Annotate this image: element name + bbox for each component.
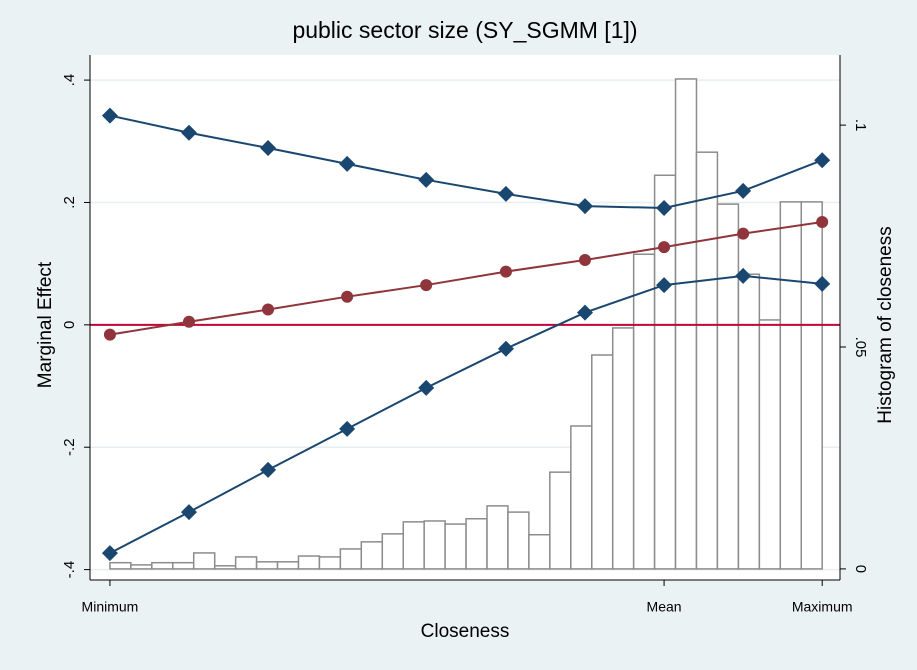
histogram-bar [779, 201, 803, 570]
histogram-bar [632, 253, 656, 570]
histogram-bar [109, 561, 132, 570]
histogram-bar [549, 471, 572, 570]
x-tick-label: Minimum [82, 599, 139, 615]
marker [814, 275, 831, 292]
y2-axis-title: Histogram of closeness [875, 226, 896, 423]
histogram-bar [507, 511, 530, 570]
marker [341, 290, 354, 303]
marker [577, 304, 594, 321]
histogram-bar [234, 556, 258, 570]
marker [658, 241, 671, 254]
histogram-bar [318, 556, 342, 570]
marker [735, 267, 752, 284]
histogram-bar [276, 561, 300, 570]
y2-tick-label: .05 [852, 337, 869, 358]
marker [420, 279, 433, 292]
histogram-bar [716, 203, 740, 570]
y-tick-label: 0 [61, 321, 78, 329]
chart-title: public sector size (SY_SGMM [1]) [292, 17, 637, 43]
x-tick-label: Mean [647, 599, 682, 615]
series-line [109, 274, 823, 554]
histogram-bar [737, 273, 761, 570]
marker [497, 340, 514, 357]
x-tick-label: Maximum [792, 599, 853, 615]
histogram-bar [255, 561, 279, 570]
marker [497, 185, 514, 202]
histogram-bar [800, 201, 823, 570]
marker [735, 182, 752, 199]
histogram-bar [444, 523, 467, 570]
histogram-bar [402, 521, 425, 570]
marker [339, 155, 356, 172]
histogram-bar [611, 327, 635, 570]
histogram-bar [695, 151, 719, 570]
marker [260, 140, 277, 157]
y-tick-label: .2 [61, 196, 78, 209]
histogram-bar [151, 561, 174, 570]
histogram-bar [758, 319, 782, 570]
series-line [109, 114, 823, 209]
histogram-bar [653, 174, 677, 570]
y-axis-title: Marginal Effect [35, 261, 56, 388]
y-tick-label: -.4 [61, 561, 78, 579]
marker [181, 504, 198, 521]
marker [816, 216, 829, 229]
marker [656, 199, 673, 216]
marker [737, 227, 750, 240]
marker [181, 124, 198, 141]
histogram-bar [486, 505, 509, 570]
marker [260, 461, 277, 478]
histogram-bar [423, 520, 446, 570]
marker [656, 277, 673, 294]
histogram-bar [570, 425, 593, 570]
histogram-bar [297, 555, 321, 570]
marker [577, 198, 594, 215]
marker [418, 379, 435, 396]
series-line [109, 221, 823, 336]
marker [103, 328, 116, 341]
y-tick-label: -.2 [61, 438, 78, 456]
histogram-bar [591, 354, 614, 570]
marker [579, 253, 592, 266]
histogram-bar [360, 541, 384, 570]
histogram-bar [528, 533, 551, 570]
y-tick-label: .4 [61, 74, 78, 87]
histogram-bar [381, 533, 404, 570]
histogram-bar [339, 548, 363, 570]
histogram-bar [192, 552, 216, 570]
histogram-bar [465, 518, 488, 570]
marker [183, 315, 196, 328]
x-axis-title: Closeness [421, 621, 510, 642]
marker [499, 265, 512, 278]
marker [101, 545, 118, 562]
marker [339, 420, 356, 437]
y2-tick-label: 0 [852, 565, 869, 573]
histogram-bar [213, 565, 237, 570]
marker [262, 303, 275, 316]
marker [418, 171, 435, 188]
marker [814, 152, 831, 169]
y2-tick-label: .1 [852, 119, 869, 132]
histogram-bar [172, 561, 195, 570]
marker [101, 107, 118, 124]
histogram-bar [130, 564, 153, 570]
